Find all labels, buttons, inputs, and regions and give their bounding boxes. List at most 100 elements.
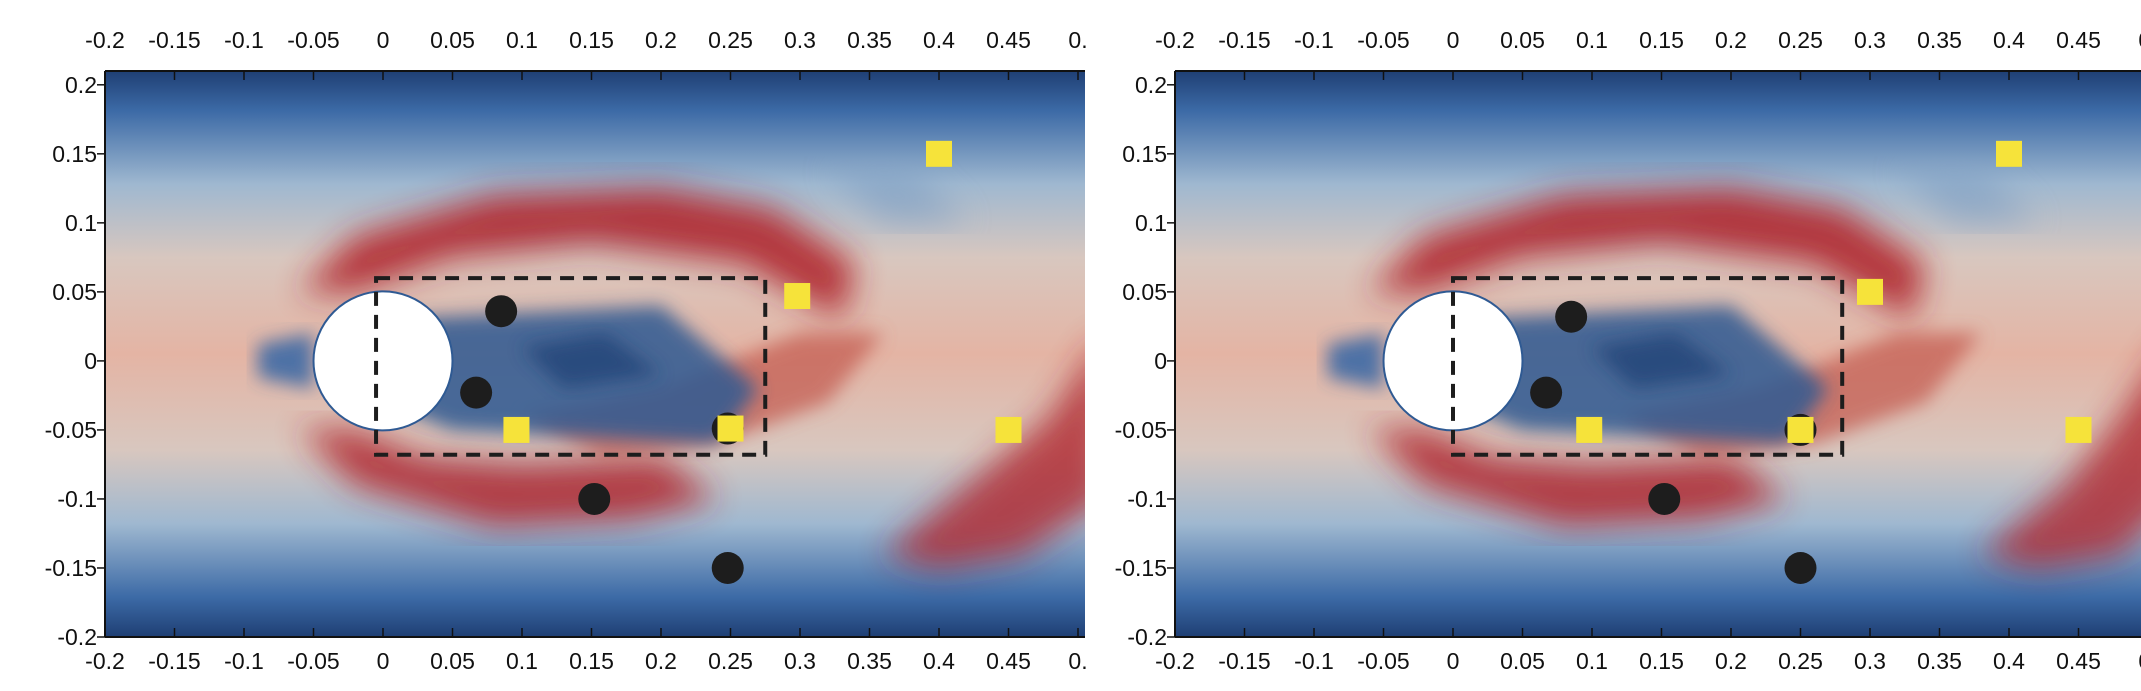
velocity-field (105, 71, 1085, 637)
x-tick-label: 0.25 (708, 648, 753, 674)
cylinder-obstacle (312, 290, 454, 432)
x-tick-label: 0. (2138, 27, 2141, 53)
x-tick-label: 0.3 (784, 648, 816, 674)
x-tick-label: 0. (2138, 648, 2141, 674)
shear-layer-band (1369, 188, 1926, 320)
y-tick-label: -0.1 (57, 486, 97, 512)
x-tick-label: 0.45 (2056, 27, 2101, 53)
actuator-marker-square (1996, 140, 2022, 167)
x-tick-label: -0.05 (1357, 27, 1409, 53)
y-tick-label: 0.15 (52, 141, 97, 167)
x-tick-label: -0.2 (1155, 648, 1195, 674)
x-tick-label: -0.15 (148, 648, 200, 674)
x-tick-label: 0.35 (847, 27, 892, 53)
y-tick-label: 0.1 (1135, 210, 1167, 236)
control-region-box (374, 276, 768, 457)
shear-layer-band (522, 333, 661, 389)
y-tick-label: 0.1 (65, 210, 97, 236)
actuator-marker-square (1787, 416, 1814, 443)
x-tick-label: 0.1 (506, 648, 538, 674)
actuator-marker-square (2065, 416, 2092, 443)
x-tick-label: 0. (1068, 27, 1087, 53)
y-tick-label: 0 (84, 348, 97, 374)
x-tick-label: -0.05 (287, 648, 339, 674)
x-tick-label: 0.45 (986, 648, 1031, 674)
sensor-marker-circle (1648, 482, 1681, 515)
sensor-marker-circle (1530, 376, 1563, 409)
shear-layer-band (1897, 167, 2037, 223)
x-tick-label: -0.1 (1294, 27, 1334, 53)
y-tick-label: -0.15 (1115, 555, 1167, 581)
y-tick-label: 0.15 (1122, 141, 1167, 167)
x-tick-label: -0.2 (85, 648, 125, 674)
velocity-field (1175, 71, 2141, 637)
y-tick-label: 0.2 (1135, 72, 1167, 98)
y-tick-label: -0.2 (57, 624, 97, 650)
x-tick-label: -0.15 (1218, 648, 1270, 674)
actuator-marker-square (503, 416, 530, 443)
x-tick-label: 0.3 (1854, 648, 1886, 674)
x-tick-label: 0 (1447, 27, 1460, 53)
x-tick-label: 0.1 (1576, 648, 1608, 674)
y-tick-label: -0.1 (1127, 486, 1167, 512)
control-region-box (1451, 276, 1845, 457)
sensor-marker-circle (1555, 300, 1588, 333)
x-tick-label: -0.05 (287, 27, 339, 53)
x-tick-label: 0.45 (2056, 648, 2101, 674)
x-tick-label: 0.15 (569, 27, 614, 53)
x-tick-label: 0.15 (569, 648, 614, 674)
x-tick-label: 0.35 (847, 648, 892, 674)
x-tick-label: 0.35 (1917, 27, 1962, 53)
sensor-marker-circle (485, 295, 518, 328)
shear-layer-band (1327, 333, 1384, 389)
shear-layer-band (883, 364, 1085, 568)
x-tick-label: 0.4 (923, 27, 955, 53)
y-tick-label: -0.05 (45, 417, 97, 443)
x-tick-label: 0.35 (1917, 648, 1962, 674)
shear-layer-band (1369, 429, 1787, 527)
y-tick-label: -0.05 (1115, 417, 1167, 443)
x-tick-label: 0.1 (506, 27, 538, 53)
x-tick-label: 0.05 (1500, 648, 1545, 674)
x-tick-label: -0.1 (224, 648, 264, 674)
y-tick-label: 0.05 (1122, 279, 1167, 305)
x-tick-label: 0.15 (1639, 27, 1684, 53)
x-tick-label: -0.2 (1155, 27, 1195, 53)
x-tick-label: 0.1 (1576, 27, 1608, 53)
flow-field-panel-left: -0.2 -0.2 -0.15 -0.15 -0.1 -0.1 -0.05 -0.05 0 0 0.… (45, 27, 1088, 674)
actuator-marker-square (784, 283, 811, 310)
x-tick-label: 0.3 (1854, 27, 1886, 53)
shear-layer-band (299, 188, 856, 320)
x-tick-label: 0.05 (1500, 27, 1545, 53)
x-tick-label: 0.4 (923, 648, 955, 674)
y-tick-label: 0 (1154, 348, 1167, 374)
x-tick-label: 0.3 (784, 27, 816, 53)
sensor-marker-circle (578, 482, 611, 515)
x-tick-label: 0.2 (645, 648, 677, 674)
x-tick-label: 0.4 (1993, 27, 2025, 53)
x-tick-label: 0 (377, 27, 390, 53)
x-tick-label: 0.4 (1993, 648, 2025, 674)
x-tick-label: -0.05 (1357, 648, 1409, 674)
chart-plot-left: -0.2-0.2 -0.15 -0.15 -0.1 -0.1 -0.05 -0.05 0 0 0.… (45, 27, 1088, 674)
x-tick-label: 0.2 (1715, 648, 1747, 674)
actuator-marker-square (995, 416, 1022, 443)
y-tick-label: 0.05 (52, 279, 97, 305)
y-tick-label: 0.2 (65, 72, 97, 98)
x-tick-label: 0.05 (430, 27, 475, 53)
x-tick-label: 0.15 (1639, 648, 1684, 674)
x-tick-label: 0.2 (1715, 27, 1747, 53)
actuator-marker-square (1576, 416, 1603, 443)
shear-layer-band (1981, 385, 2141, 568)
sensor-marker-circle (711, 551, 744, 584)
x-tick-label: 0 (377, 648, 390, 674)
x-tick-label: 0.05 (430, 648, 475, 674)
x-tick-label: -0.15 (148, 27, 200, 53)
x-tick-label: 0. (1068, 648, 1087, 674)
y-tick-label: -0.15 (45, 555, 97, 581)
y-tick-label: -0.2 (1127, 624, 1167, 650)
x-tick-label: 0.2 (645, 27, 677, 53)
x-tick-label: 0.25 (1778, 648, 1823, 674)
shear-layer-band (257, 333, 314, 389)
shear-layer-band (827, 167, 967, 223)
